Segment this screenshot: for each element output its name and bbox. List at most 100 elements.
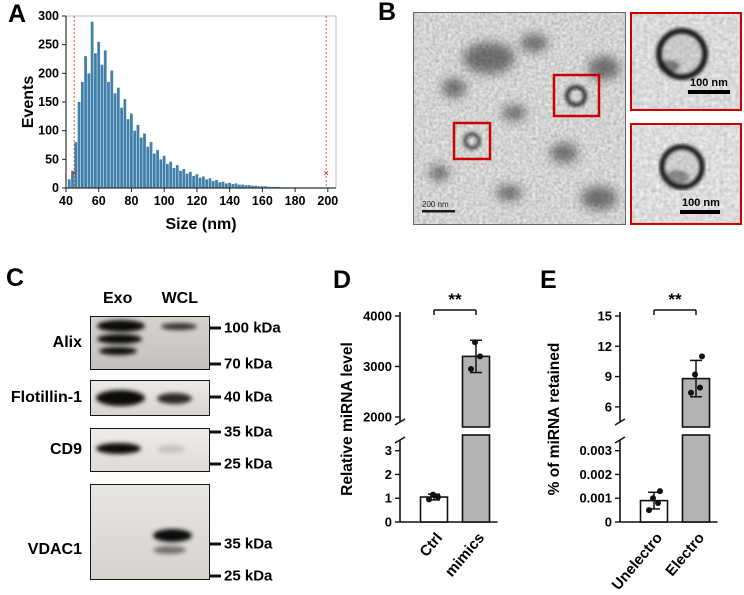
wb-band bbox=[96, 443, 141, 454]
y-tick-label: 4000 bbox=[363, 309, 392, 324]
y-axis-title: Events bbox=[20, 76, 37, 129]
wb-lane-exo: Exo bbox=[103, 290, 133, 307]
inset-bottom-scale-label: 100 nm bbox=[682, 197, 720, 209]
cursor-marker-icon: × bbox=[71, 169, 77, 180]
y-tick-label: 300 bbox=[38, 9, 59, 23]
y-axis-title: Relative miRNA level bbox=[339, 342, 356, 496]
histogram-bar bbox=[185, 173, 189, 188]
histogram-bar bbox=[67, 179, 71, 188]
x-tick-label: 100 bbox=[154, 194, 175, 208]
wb-blot-flotillin bbox=[90, 380, 210, 416]
data-point bbox=[657, 488, 663, 495]
bar bbox=[419, 496, 449, 523]
roi-box-top bbox=[552, 73, 601, 118]
histogram-bar bbox=[264, 186, 267, 188]
main-scale-label: 200 nm bbox=[422, 200, 449, 209]
histogram-bar bbox=[143, 133, 146, 188]
histogram-bar bbox=[211, 181, 215, 188]
marker-tick bbox=[210, 574, 221, 578]
wb-protein-cd9: CD9 bbox=[49, 441, 82, 458]
histogram-bar bbox=[152, 153, 156, 188]
wb-band bbox=[97, 320, 145, 332]
wb-blot-vdac1 bbox=[90, 484, 210, 580]
wb-band bbox=[97, 334, 142, 344]
significance-label: ** bbox=[448, 290, 462, 309]
y-tick-label: 150 bbox=[38, 95, 59, 109]
panel-label-e: E bbox=[540, 266, 557, 294]
marker-label: 40 kDa bbox=[224, 388, 273, 406]
y-tick-label: 0.003 bbox=[579, 443, 612, 458]
tem-inset-top: 100 nm bbox=[630, 12, 742, 111]
tem-vesicles bbox=[463, 85, 587, 150]
data-point bbox=[435, 494, 441, 501]
roi-box-bottom bbox=[452, 121, 492, 161]
tem-main-image: 200 nm bbox=[413, 12, 626, 225]
wb-band bbox=[161, 323, 197, 330]
histogram-bar bbox=[80, 81, 84, 188]
histogram-bar bbox=[156, 150, 159, 188]
tem-inset-bottom: 100 nm bbox=[630, 123, 742, 225]
histogram-bar bbox=[136, 124, 140, 188]
y-tick-label: 2 bbox=[385, 467, 392, 482]
histogram-bar bbox=[94, 53, 97, 189]
histogram-bar bbox=[110, 70, 114, 188]
inset-vesicle bbox=[656, 28, 708, 80]
histogram-bar bbox=[103, 50, 107, 189]
data-point bbox=[697, 384, 703, 391]
histogram-bar bbox=[84, 56, 87, 189]
panel-label-a: A bbox=[8, 0, 27, 28]
bar-lower-segment bbox=[681, 434, 711, 523]
inset-top-scale-line bbox=[688, 90, 730, 94]
y-tick-label: 6 bbox=[605, 399, 612, 414]
histogram-bar bbox=[179, 170, 182, 188]
x-tick-label: 80 bbox=[125, 194, 139, 208]
axis-break-mark bbox=[614, 436, 626, 444]
data-point bbox=[646, 507, 652, 514]
marker-label: 100 kDa bbox=[224, 319, 281, 337]
y-tick-label: 200 bbox=[38, 66, 59, 80]
wb-band bbox=[96, 390, 145, 406]
histogram-bar bbox=[254, 185, 258, 188]
histogram-bar bbox=[260, 186, 264, 188]
histogram-bar bbox=[113, 93, 117, 188]
histogram-bar bbox=[133, 130, 137, 188]
wb-band bbox=[157, 393, 192, 404]
marker-tick bbox=[210, 462, 221, 466]
histogram-bar bbox=[172, 167, 176, 188]
y-tick-label: 12 bbox=[598, 339, 612, 354]
x-tick-label: 140 bbox=[219, 194, 240, 208]
x-category-label: mimics bbox=[442, 530, 488, 581]
tem-inset-bottom-svg: 100 nm bbox=[632, 125, 739, 222]
marker-label: 25 kDa bbox=[224, 455, 273, 473]
axis-break-mark bbox=[614, 418, 626, 426]
histogram-bar bbox=[188, 171, 192, 188]
wb-marker-100kda: 100 kDa bbox=[210, 320, 281, 337]
histogram-bar bbox=[205, 179, 209, 188]
data-point bbox=[655, 499, 661, 506]
y-tick-label: 2000 bbox=[363, 409, 392, 424]
wb-marker-35kda-vdac1: 35 kDa bbox=[210, 536, 272, 553]
wb-marker-70kda: 70 kDa bbox=[210, 356, 272, 373]
data-point bbox=[430, 491, 436, 498]
histogram-bar bbox=[123, 99, 127, 188]
data-point bbox=[692, 371, 698, 378]
y-tick-label: 0 bbox=[605, 515, 612, 530]
histogram-bar bbox=[175, 165, 179, 188]
histogram-bar bbox=[182, 169, 186, 188]
x-tick-label: 200 bbox=[317, 194, 338, 208]
histogram-bar bbox=[251, 185, 254, 188]
y-tick-label: 50 bbox=[45, 152, 59, 166]
x-axis-title: Size (nm) bbox=[165, 216, 236, 233]
histogram-bar bbox=[162, 155, 166, 188]
histogram-bar bbox=[192, 175, 195, 188]
y-tick-label: 100 bbox=[38, 124, 59, 138]
wb-marker-35kda-cd9: 35 kDa bbox=[210, 424, 272, 441]
histogram-bar bbox=[247, 185, 251, 188]
wb-blot-alix bbox=[90, 316, 210, 370]
bar-lower-segment bbox=[461, 434, 491, 523]
y-tick-label: 9 bbox=[605, 369, 612, 384]
histogram-bar bbox=[77, 102, 81, 188]
histogram-bar bbox=[169, 161, 173, 188]
cursor-marker-icon: × bbox=[323, 169, 329, 180]
